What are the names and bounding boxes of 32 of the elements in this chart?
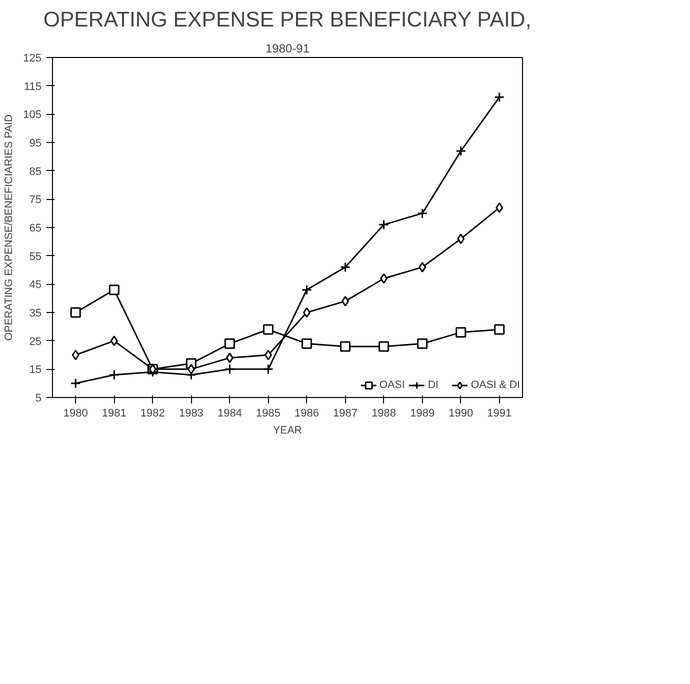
chart-subtitle: 1980-91 bbox=[265, 42, 310, 56]
x-tick-label: 1981 bbox=[102, 408, 126, 420]
y-tick-label: 5 bbox=[35, 392, 42, 404]
y-tick-label: 25 bbox=[29, 336, 42, 348]
y-tick-label: 75 bbox=[29, 194, 42, 206]
y-tick-label: 45 bbox=[29, 279, 42, 292]
y-tick-label: 125 bbox=[23, 52, 42, 64]
x-tick-label: 1987 bbox=[333, 408, 358, 420]
x-tick-label: 1991 bbox=[487, 408, 512, 420]
y-tick-label: 85 bbox=[29, 166, 42, 178]
x-tick-label: 1988 bbox=[372, 408, 396, 420]
x-tick-label: 1990 bbox=[448, 408, 474, 420]
x-tick-label: 1980 bbox=[63, 408, 88, 420]
x-tick-label: 1984 bbox=[217, 408, 242, 420]
legend-label: OASI bbox=[379, 379, 405, 391]
legend-label: DI bbox=[428, 379, 440, 391]
x-tick-label: 1986 bbox=[294, 408, 320, 420]
x-tick-label: 1989 bbox=[410, 408, 435, 420]
y-tick-label: 105 bbox=[23, 109, 42, 122]
y-tick-label: 115 bbox=[24, 80, 42, 93]
y-tick-label: 95 bbox=[29, 138, 42, 150]
y-tick-label: 55 bbox=[29, 250, 42, 263]
chart-title: OPERATING EXPENSE PER BENEFICIARY PAID, bbox=[43, 8, 532, 32]
y-axis-title: OPERATING EXPENSE/BENEFICIARIES PAID bbox=[3, 114, 16, 341]
y-tick-label: 15 bbox=[29, 364, 42, 376]
legend-label: OASI & DI bbox=[470, 379, 520, 391]
x-tick-label: 1983 bbox=[178, 408, 204, 420]
y-tick-label: 35 bbox=[29, 308, 42, 320]
y-tick-label: 65 bbox=[29, 222, 42, 234]
x-axis-title: YEAR bbox=[272, 424, 302, 436]
x-tick-label: 1985 bbox=[256, 408, 280, 420]
x-tick-label: 1982 bbox=[140, 408, 165, 420]
